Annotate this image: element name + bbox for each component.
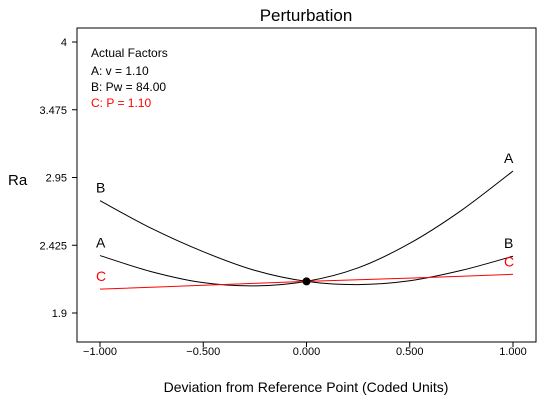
x-tick-label: 0.000	[293, 346, 321, 358]
series-line-a	[99, 170, 514, 287]
series-label-c-left: C	[96, 268, 106, 284]
x-tick-label: −1.000	[83, 346, 117, 358]
series-label-a-left: A	[96, 235, 106, 251]
x-tick-label: 1.000	[499, 346, 527, 358]
y-tick-label: 2.425	[39, 240, 67, 252]
x-axis-label: Deviation from Reference Point (Coded Un…	[164, 379, 449, 395]
chart-title: Perturbation	[260, 6, 353, 25]
x-tick-label: 0.500	[396, 346, 424, 358]
legend-entry: C: P = 1.10	[91, 96, 151, 110]
legend-entry: A: v = 1.10	[91, 64, 149, 78]
legend-heading: Actual Factors	[91, 46, 168, 60]
series-label-b-left: B	[96, 180, 105, 196]
series-label-b-right: B	[504, 235, 513, 251]
y-tick-label: 1.9	[52, 308, 67, 320]
series-label-a-right: A	[504, 150, 514, 166]
x-tick-label: −0.500	[186, 346, 220, 358]
y-tick-label: 4	[61, 37, 67, 49]
y-tick-label: 2.95	[46, 173, 67, 185]
reference-point-marker	[302, 277, 311, 286]
legend: Actual Factors A: v = 1.10 B: Pw = 84.00 C:…	[91, 46, 168, 110]
series-line-b	[99, 200, 514, 286]
axis-ticks: 1.9 2.425 2.95 3.475 4 −1.000 −0.500 0.000 0.500…	[39, 37, 526, 358]
legend-entry: B: Pw = 84.00	[91, 80, 166, 94]
y-tick-label: 3.475	[39, 105, 67, 117]
y-axis-label: Ra	[8, 172, 28, 189]
series-label-c-right: C	[504, 253, 514, 269]
